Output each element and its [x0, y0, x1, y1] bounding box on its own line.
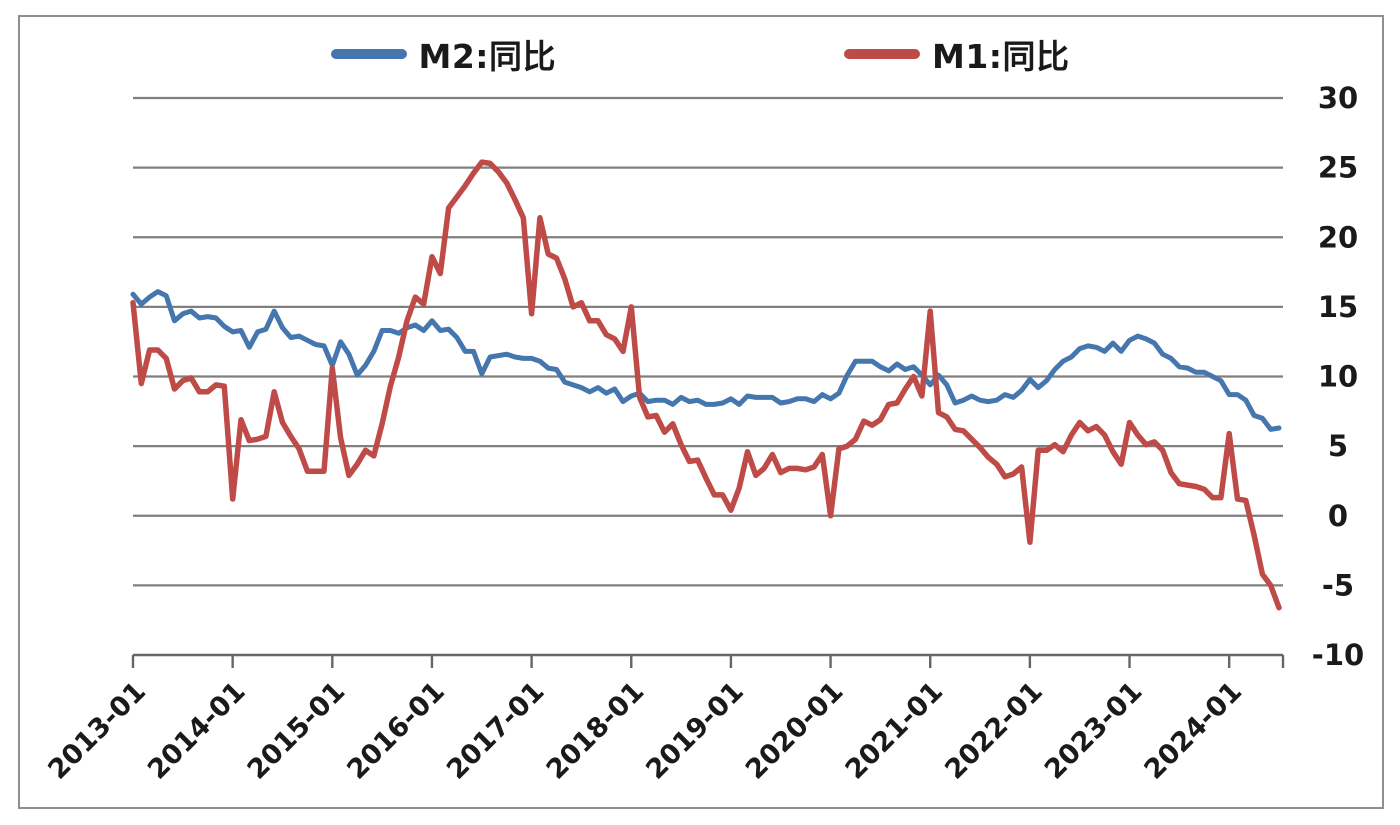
y-tick-label--5: -5	[1322, 568, 1354, 602]
y-tick-label-20: 20	[1318, 220, 1358, 254]
legend: M2:同比 M1:同比	[0, 30, 1400, 78]
m1-line-swatch	[844, 49, 920, 59]
y-tick-label-0: 0	[1328, 499, 1348, 533]
chart-border	[18, 15, 1384, 809]
legend-item-m2: M2:同比	[330, 30, 557, 78]
x-tick-label-2015-01: 2015-01	[242, 676, 352, 786]
x-tick-label-2016-01: 2016-01	[341, 676, 451, 786]
m2-series-line	[130, 289, 1282, 432]
x-tick-label-2014-01: 2014-01	[142, 676, 252, 786]
y-tick-label-30: 30	[1318, 81, 1358, 115]
m1-series-line	[130, 159, 1282, 611]
legend-item-m1: M1:同比	[844, 30, 1070, 78]
x-tick-label-2017-01: 2017-01	[441, 676, 551, 786]
y-tick-label-10: 10	[1318, 360, 1358, 394]
legend-label-m2: M2:同比	[418, 37, 556, 76]
m2-line-swatch	[330, 49, 407, 59]
y-tick-label--10: -10	[1312, 638, 1364, 672]
y-tick-label-5: 5	[1328, 429, 1348, 463]
y-tick-label-15: 15	[1318, 290, 1358, 324]
x-tick-label-2024-01: 2024-01	[1139, 676, 1249, 786]
x-tick-label-2020-01: 2020-01	[740, 676, 850, 786]
x-tick-label-2021-01: 2021-01	[840, 676, 950, 786]
legend-label-m1: M1:同比	[932, 37, 1070, 76]
x-tick-label-2013-01: 2013-01	[42, 676, 152, 786]
y-tick-label-25: 25	[1318, 151, 1358, 185]
x-tick-label-2022-01: 2022-01	[939, 676, 1049, 786]
x-tick-label-2023-01: 2023-01	[1039, 676, 1149, 786]
x-tick-label-2018-01: 2018-01	[541, 676, 651, 786]
x-tick-label-2019-01: 2019-01	[640, 676, 750, 786]
